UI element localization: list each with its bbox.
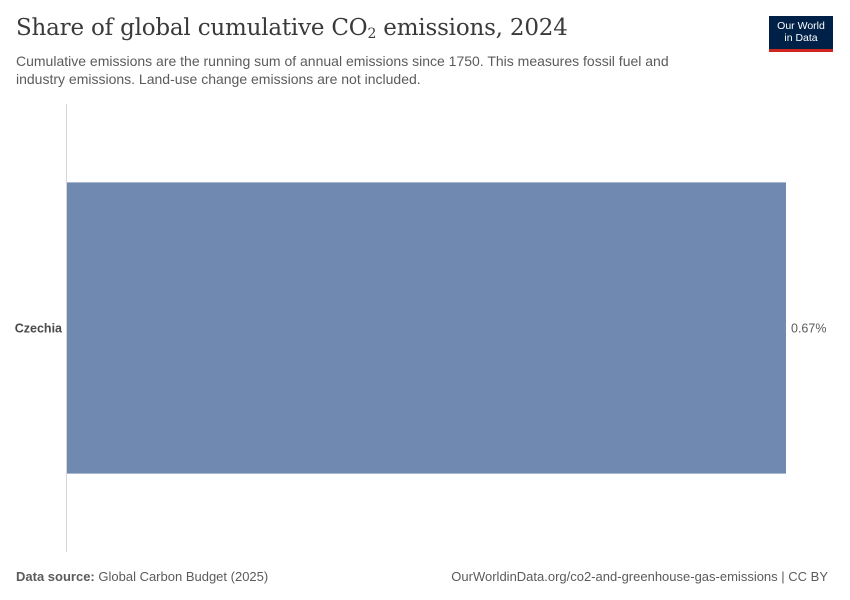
data-source-value[interactable]: Global Carbon Budget (2025) <box>98 569 269 584</box>
data-source-label: Data source: <box>16 569 95 584</box>
value-label: 0.67% <box>791 322 826 336</box>
data-source: Data source: Global Carbon Budget (2025) <box>16 569 268 584</box>
logo-line-2: in Data <box>784 32 818 44</box>
chart-title-main: Share of global cumulative CO <box>16 15 368 41</box>
source-url[interactable]: OurWorldinData.org/co2-and-greenhouse-ga… <box>451 569 828 584</box>
bar-czechia[interactable] <box>67 182 786 474</box>
chart-title: Share of global cumulative CO2 emissions… <box>16 15 568 41</box>
chart-title-subscript: 2 <box>367 26 377 42</box>
logo-line-1: Our World <box>777 20 825 32</box>
category-label: Czechia <box>15 322 63 336</box>
our-world-in-data-logo[interactable]: Our World in Data <box>769 16 833 52</box>
chart-subtitle: Cumulative emissions are the running sum… <box>16 53 669 87</box>
bars-group: Czechia 0.67% <box>15 182 826 474</box>
chart-title-tail: emissions, 2024 <box>376 15 568 41</box>
